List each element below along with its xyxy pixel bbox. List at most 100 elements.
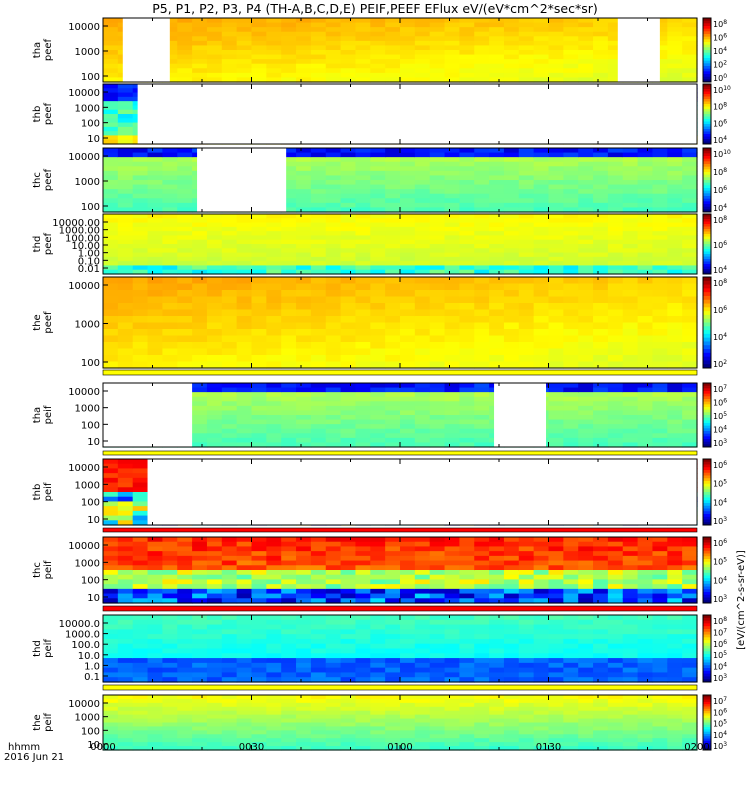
heatmap-cell [578,226,594,232]
heatmap-cell [414,560,431,566]
colorbar-swatch [703,425,711,429]
heatmap-cell [310,405,327,412]
heatmap-cell [370,410,386,416]
heatmap-cell [518,161,535,167]
heatmap-cell [281,415,297,421]
colorbar-swatch [703,481,711,485]
heatmap-cell [548,283,564,291]
heatmap-cell [518,570,535,576]
heatmap-cell [652,283,668,291]
colorbar-swatch [703,401,711,405]
heatmap-cell [147,175,163,181]
heatmap-cell [221,303,238,311]
heatmap-cell [400,593,416,599]
heatmap-cell [533,256,550,262]
heatmap-cell [607,22,624,28]
heatmap-cell [310,244,327,249]
heatmap-cell [117,207,134,213]
heatmap-cell [132,574,149,581]
heatmap-cell [385,560,401,566]
heatmap-cell [296,555,312,562]
heatmap-cell [444,537,460,543]
heatmap-cell [325,387,342,393]
heatmap-cell [236,252,253,258]
heatmap-cell [503,68,520,74]
heatmap-cell [370,296,386,304]
heatmap-cell [296,202,312,209]
heatmap-cell [266,588,282,595]
heatmap-cell [518,235,535,241]
heatmap-cell [682,68,698,74]
heatmap-cell [132,598,149,604]
heatmap-cell [533,231,550,237]
heatmap-cell [578,419,594,425]
heatmap-cell [296,546,312,552]
heatmap-cell [622,537,639,543]
heatmap-cell [533,72,550,79]
heatmap-cell [459,322,475,330]
heatmap-cell [162,265,178,271]
heatmap-cell [266,579,282,585]
y-tick-label: 10000 [68,152,100,163]
heatmap-cell [548,269,564,275]
heatmap-cell [340,342,357,350]
heatmap-cell [652,415,668,421]
heatmap-cell [548,584,564,590]
heatmap-cell [548,410,564,416]
heatmap-cell [459,555,475,562]
colorbar-swatch [703,111,711,115]
heatmap-cell [370,252,386,258]
heatmap-cell [533,269,550,275]
heatmap-cell [147,322,163,330]
heatmap-cell [637,222,654,228]
colorbar-swatch [703,261,711,265]
heatmap-cell [637,383,654,389]
heatmap-cell [103,244,119,249]
heatmap-cell [340,316,357,324]
heatmap-cell [147,283,163,291]
colorbar-swatch [703,42,711,46]
heatmap-cell [355,166,371,172]
heatmap-cell [637,189,654,195]
heatmap-cell [132,161,149,167]
heatmap-cell [459,392,475,398]
y-tick-label: 10 [87,437,100,448]
heatmap-cell [117,193,134,199]
heatmap-cell [310,329,327,337]
heatmap-cell [251,72,267,79]
colorbar-swatch [703,345,711,350]
heatmap-cell [296,180,312,186]
colorbar-swatch [703,364,711,369]
heatmap-cell [296,170,312,177]
heatmap-cell [177,31,193,37]
heatmap-cell [637,342,654,350]
heatmap-cell [117,296,134,304]
heatmap-cell [503,244,520,249]
heatmap-cell [593,22,609,28]
heatmap-cell [578,277,594,285]
heatmap-cell [355,387,371,393]
heatmap-cell [355,269,371,275]
heatmap-cell [355,36,371,42]
heatmap-cell [310,166,327,172]
heatmap-cell [518,541,535,548]
heatmap-cell [503,309,520,317]
heatmap-cell [206,50,223,56]
heatmap-cell [177,588,193,595]
heatmap-cell [414,551,431,557]
heatmap-cell [518,72,535,79]
heatmap-cell [117,157,134,163]
colorbar-swatch [703,190,711,194]
heatmap-cell [548,157,564,163]
colorbar-swatch [703,326,711,331]
heatmap-cell [132,329,149,337]
heatmap-cell [206,361,223,369]
heatmap-cell [117,329,134,337]
heatmap-cell [548,166,564,172]
heatmap-cell [474,77,490,83]
heatmap-cell [177,579,193,585]
heatmap-cell [548,45,564,51]
heatmap-cell [682,50,698,56]
heatmap-cell [325,54,342,60]
heatmap-cell [266,77,282,83]
